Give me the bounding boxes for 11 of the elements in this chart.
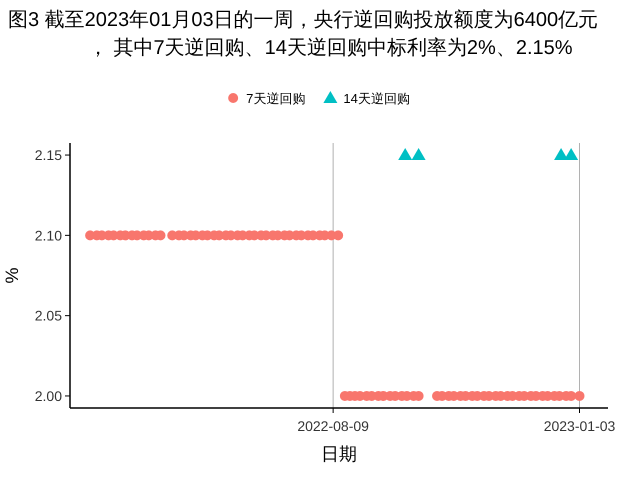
x-axis-title: 日期 — [321, 444, 357, 464]
x-tick-label: 2022-08-09 — [297, 418, 370, 434]
legend-label: 7天逆回购 — [246, 91, 306, 106]
chart-title: 图3 截至2023年01月03日的一周，央行逆回购投放额度为6400亿元， 其中7天逆回购、14天逆回购中标利率为2%、2.15% — [8, 9, 598, 59]
y-tick-label: 2.15 — [34, 147, 62, 164]
legend-label: 14天逆回购 — [343, 91, 410, 106]
y-tick-label: 2.00 — [34, 388, 62, 404]
x-tick-label: 2023-01-03 — [544, 418, 616, 434]
y-axis-title: % — [2, 267, 22, 284]
y-tick-label: 2.10 — [34, 227, 62, 244]
y-tick-label: 2.05 — [34, 308, 62, 324]
